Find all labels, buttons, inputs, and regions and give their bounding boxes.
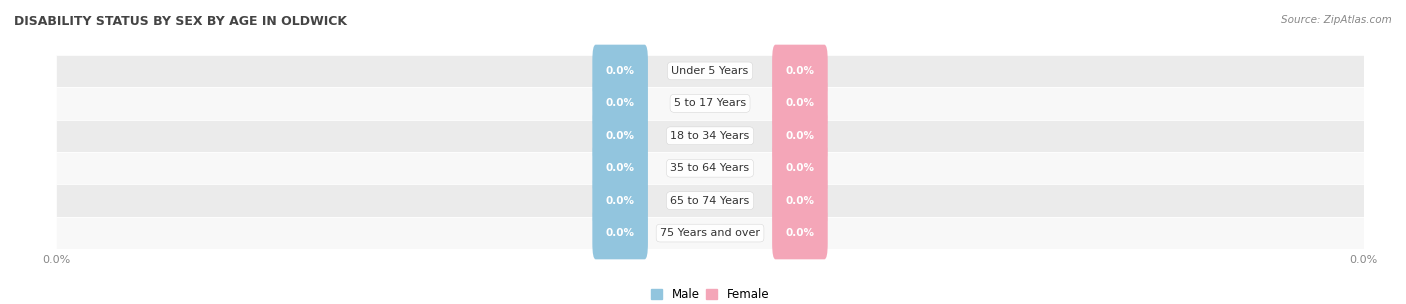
Text: 0.0%: 0.0% bbox=[606, 66, 634, 76]
FancyBboxPatch shape bbox=[772, 45, 828, 97]
Text: 0.0%: 0.0% bbox=[786, 98, 814, 108]
Legend: Male, Female: Male, Female bbox=[645, 283, 775, 304]
FancyBboxPatch shape bbox=[772, 109, 828, 162]
Text: 75 Years and over: 75 Years and over bbox=[659, 228, 761, 238]
Text: DISABILITY STATUS BY SEX BY AGE IN OLDWICK: DISABILITY STATUS BY SEX BY AGE IN OLDWI… bbox=[14, 15, 347, 28]
Text: 35 to 64 Years: 35 to 64 Years bbox=[671, 163, 749, 173]
Text: 0.0%: 0.0% bbox=[786, 131, 814, 141]
Bar bbox=[56, 217, 1364, 249]
FancyBboxPatch shape bbox=[772, 207, 828, 259]
Text: 0.0%: 0.0% bbox=[786, 163, 814, 173]
Bar bbox=[56, 87, 1364, 119]
FancyBboxPatch shape bbox=[592, 45, 648, 97]
FancyBboxPatch shape bbox=[772, 174, 828, 227]
Text: 0.0%: 0.0% bbox=[606, 228, 634, 238]
FancyBboxPatch shape bbox=[772, 77, 828, 130]
Text: 0.0%: 0.0% bbox=[786, 66, 814, 76]
Text: 0.0%: 0.0% bbox=[606, 163, 634, 173]
Bar bbox=[56, 119, 1364, 152]
FancyBboxPatch shape bbox=[592, 109, 648, 162]
Bar bbox=[56, 152, 1364, 185]
FancyBboxPatch shape bbox=[592, 77, 648, 130]
Bar bbox=[56, 185, 1364, 217]
Text: 0.0%: 0.0% bbox=[606, 98, 634, 108]
Text: 18 to 34 Years: 18 to 34 Years bbox=[671, 131, 749, 141]
Text: 0.0%: 0.0% bbox=[786, 228, 814, 238]
FancyBboxPatch shape bbox=[772, 142, 828, 195]
FancyBboxPatch shape bbox=[592, 174, 648, 227]
Bar bbox=[56, 55, 1364, 87]
Text: 0.0%: 0.0% bbox=[606, 196, 634, 206]
Text: 0.0%: 0.0% bbox=[606, 131, 634, 141]
Text: 0.0%: 0.0% bbox=[786, 196, 814, 206]
Text: Source: ZipAtlas.com: Source: ZipAtlas.com bbox=[1281, 15, 1392, 25]
Text: Under 5 Years: Under 5 Years bbox=[672, 66, 748, 76]
Text: 65 to 74 Years: 65 to 74 Years bbox=[671, 196, 749, 206]
Text: 5 to 17 Years: 5 to 17 Years bbox=[673, 98, 747, 108]
FancyBboxPatch shape bbox=[592, 142, 648, 195]
FancyBboxPatch shape bbox=[592, 207, 648, 259]
